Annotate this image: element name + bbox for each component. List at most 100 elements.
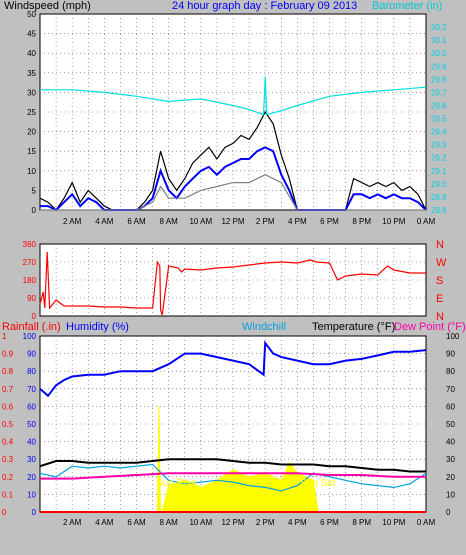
rain-y-tick: 1	[2, 332, 7, 341]
baro-y-tick: 29.8	[431, 75, 447, 84]
x-tick-label: 6 PM	[320, 518, 339, 527]
baro-y-tick: 30.2	[431, 23, 447, 32]
wind-y-tick: 40	[27, 49, 36, 58]
x-tick-label: 6 AM	[127, 518, 146, 527]
humidity-y-tick: 0	[32, 508, 37, 517]
direction-y-tick: 0	[32, 312, 37, 321]
humidity-y-tick: 60	[27, 402, 36, 411]
wind-y-tick: 45	[27, 30, 36, 39]
wind-y-tick: 25	[27, 108, 36, 117]
x-tick-label: 8 PM	[352, 217, 371, 226]
x-tick-label: 4 PM	[288, 217, 307, 226]
humidity-y-tick: 30	[27, 455, 36, 464]
humidity-y-tick: 50	[27, 420, 36, 429]
humidity-y-tick: 100	[23, 332, 37, 341]
wind-y-tick: 35	[27, 69, 36, 78]
baro-y-tick: 29.7	[431, 88, 447, 97]
temp-y-tick: 70	[446, 385, 455, 394]
rain-y-tick: 0.9	[2, 350, 14, 359]
compass-label: N	[436, 311, 444, 323]
temp-series-line	[39, 463, 427, 492]
humidity-y-tick: 90	[27, 350, 36, 359]
x-tick-label: 0 AM	[417, 518, 436, 527]
barometer-axis-label: Barometer (in)	[372, 0, 442, 12]
humidity-y-tick: 70	[27, 385, 36, 394]
wind-series-line	[40, 174, 426, 211]
x-tick-label: 12 PM	[221, 518, 244, 527]
baro-y-tick: 29.6	[431, 101, 447, 110]
x-tick-label: 10 AM	[189, 217, 212, 226]
rain-y-tick: 0.5	[2, 420, 14, 429]
temp-y-tick: 50	[446, 420, 455, 429]
temp-y-tick: 20	[446, 473, 455, 482]
rain-y-tick: 0.6	[2, 402, 14, 411]
rain-y-tick: 0.2	[2, 473, 14, 482]
x-tick-label: 6 PM	[320, 217, 339, 226]
baro-y-tick: 30.1	[431, 36, 447, 45]
baro-y-tick: 28.8	[431, 206, 447, 215]
dewpoint-legend: Dew Point (°F)	[394, 321, 466, 333]
baro-y-tick: 29.4	[431, 128, 447, 137]
x-tick-label: 10 PM	[382, 217, 405, 226]
temperature-axis-label: Temperature (°F)	[312, 321, 395, 333]
x-tick-label: 10 PM	[382, 518, 405, 527]
compass-label: S	[436, 275, 443, 287]
x-tick-label: 4 AM	[95, 217, 114, 226]
wind-y-tick: 20	[27, 128, 36, 137]
wind-y-tick: 10	[27, 167, 36, 176]
temp-y-tick: 80	[446, 367, 455, 376]
wind-y-tick: 30	[27, 88, 36, 97]
rain-y-tick: 0.1	[2, 490, 14, 499]
direction-y-tick: 180	[23, 276, 37, 285]
rain-y-tick: 0.8	[2, 367, 14, 376]
baro-y-tick: 29.5	[431, 115, 447, 124]
baro-y-tick: 29.2	[431, 154, 447, 163]
temp-y-tick: 30	[446, 455, 455, 464]
compass-label: N	[436, 239, 444, 251]
humidity-y-tick: 10	[27, 490, 36, 499]
x-tick-label: 6 AM	[127, 217, 146, 226]
baro-y-tick: 29.9	[431, 62, 447, 71]
x-tick-label: 8 AM	[160, 217, 179, 226]
rain-y-tick: 0.3	[2, 455, 14, 464]
direction-y-tick: 360	[23, 240, 37, 249]
temp-y-tick: 90	[446, 350, 455, 359]
compass-label: W	[436, 257, 447, 269]
x-tick-label: 2 PM	[256, 217, 275, 226]
baro-y-tick: 29.1	[431, 167, 447, 176]
direction-y-tick: 270	[23, 258, 37, 267]
temp-y-tick: 0	[446, 508, 451, 517]
baro-y-tick: 30.0	[431, 49, 447, 58]
humidity-y-tick: 40	[27, 438, 36, 447]
compass-label: E	[436, 293, 443, 305]
wind-y-tick: 15	[27, 147, 36, 156]
temp-y-tick: 40	[446, 438, 455, 447]
x-tick-label: 2 AM	[63, 518, 82, 527]
rain-y-tick: 0.4	[2, 438, 14, 447]
x-tick-label: 8 AM	[160, 518, 179, 527]
baro-y-tick: 29.3	[431, 141, 447, 150]
temp-y-tick: 60	[446, 402, 455, 411]
x-tick-label: 4 PM	[288, 518, 307, 527]
x-tick-label: 10 AM	[189, 518, 212, 527]
windspeed-axis-label: Windspeed (mph)	[4, 0, 91, 12]
humidity-y-tick: 20	[27, 473, 36, 482]
x-tick-label: 8 PM	[352, 518, 371, 527]
sunset-annotation: Sun Set	[300, 478, 336, 489]
rainfall-axis-label: Rainfall (.in)	[2, 321, 61, 333]
rain-y-tick: 0	[2, 508, 7, 517]
humidity-y-tick: 80	[27, 367, 36, 376]
x-tick-label: 12 PM	[221, 217, 244, 226]
wind-y-tick: 5	[32, 186, 37, 195]
wind-y-tick: 0	[32, 206, 37, 215]
rain-y-tick: 0.7	[2, 385, 14, 394]
windchill-legend: Windchill	[242, 321, 286, 333]
temp-y-tick: 100	[446, 332, 460, 341]
x-tick-label: 2 AM	[63, 217, 82, 226]
solar-area	[40, 406, 426, 513]
wind-y-tick: 50	[27, 10, 36, 19]
temp-series-line	[39, 458, 426, 473]
wind-series-line	[39, 110, 427, 211]
direction-line	[39, 251, 426, 316]
